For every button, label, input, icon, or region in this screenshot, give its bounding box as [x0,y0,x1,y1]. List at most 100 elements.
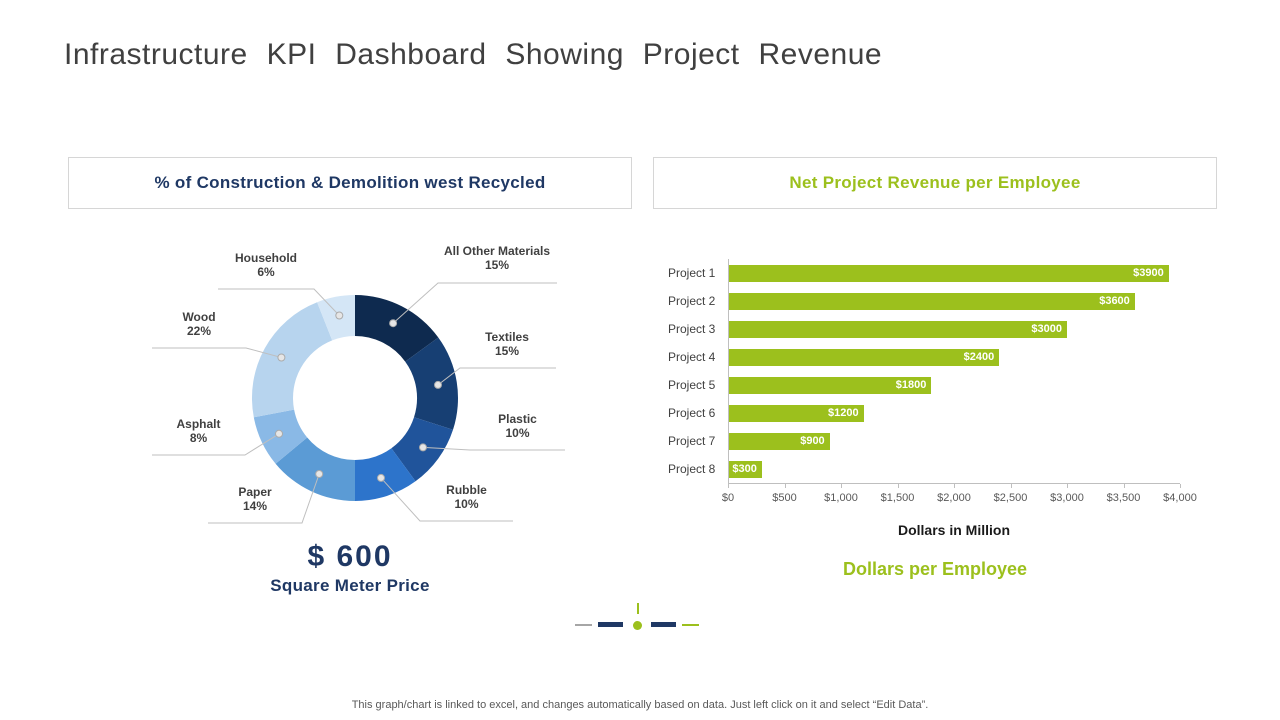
donut-label-all-other-materials: All Other Materials 15% [432,244,562,272]
bar-value-label: $3000 [1031,323,1062,335]
donut-connector-dot [335,311,344,320]
bar-value-label: $300 [732,463,757,475]
bar: $3600 [728,292,1135,310]
divider-tick-icon [637,603,639,614]
donut-leader-line [392,282,557,324]
axis-tick [1010,484,1012,488]
axis-tick [784,484,786,488]
bar-category-label: Project 5 [668,378,716,392]
donut-label-text: Asphalt [176,417,221,431]
donut-leader-line [152,433,280,456]
donut-leader-line [152,347,282,358]
donut-connector-dot [419,443,427,452]
divider-gray-dash-icon [575,624,592,626]
axis-tick-label: $2,000 [937,492,971,504]
axis-tick [1123,484,1125,488]
donut-segment-wood [251,302,333,418]
bar-category-label: Project 4 [668,350,716,364]
bar-y-axis-line [728,259,729,483]
donut-leader-line [218,288,340,316]
donut-leader-line [380,477,513,522]
donut-label-paper: Paper 14% [208,485,302,513]
divider-navy-dash-icon [598,622,623,627]
donut-label-pct: 6% [257,265,275,279]
bar-track: $3900 [728,264,1180,282]
bar-track: $300 [728,460,1180,478]
donut-chart: All Other Materials 15% Textiles 15% Pla… [68,240,632,600]
bar-category-label: Project 6 [668,406,716,420]
axis-tick [1180,484,1181,488]
bar: $1200 [728,404,864,422]
donut-label-rubble: Rubble 10% [420,483,513,511]
donut-label-text: Wood [182,310,216,324]
axis-tick [954,484,955,488]
bar-track: $1200 [728,404,1180,422]
divider-green-dash-icon [682,624,699,626]
donut-label-text: Textiles [485,330,529,344]
bar-row: Project 3 $3000 [660,315,1212,343]
donut-label-text: All Other Materials [443,244,551,258]
axis-tick-label: $1,500 [880,492,915,504]
divider-navy-dash-icon [651,622,676,627]
bar-category-label: Project 2 [668,294,716,308]
bar: $300 [728,460,762,478]
donut-label-pct: 22% [186,324,212,338]
bar-value-label: $1800 [895,379,927,391]
bar-category-label: Project 7 [668,434,716,448]
donut-connector-dot [434,380,442,389]
bar-row: Project 4 $2400 [660,343,1212,371]
divider-dot-icon [633,621,642,630]
donut-leader-line [422,446,565,451]
donut-segment-all-other-materials [355,295,439,362]
bar-track: $3000 [728,320,1180,338]
donut-leader-line [208,473,320,524]
donut-label-text: Rubble [446,483,487,497]
bar-track: $2400 [728,348,1180,366]
donut-connector-dot [277,353,286,362]
square-meter-price: $ 600 Square Meter Price [68,540,632,596]
bar-value-label: $3600 [1099,295,1130,307]
donut-label-text: Plastic [498,412,537,426]
donut-leader-line [437,367,556,386]
donut-label-household: Household 6% [218,251,314,279]
bar-rows: Project 1 $3900 Project 2 $3600 Project 3 $30… [660,259,1212,483]
donut-label-pct: 15% [484,258,510,272]
donut-label-pct: 8% [189,431,208,445]
donut-connector-dot [315,470,324,478]
bar-value-label: $2400 [963,351,995,363]
donut-segment-textiles [405,337,459,430]
bar-category-label: Project 1 [668,266,716,280]
bar-chart-header: Net Project Revenue per Employee [653,157,1217,209]
donut-label-text: Household [235,251,297,265]
bar-x-axis: $0 $500 $1,000 $1,500 $2,000 $2,500 $3,000 $3,5… [722,483,1197,507]
bar: $900 [728,432,830,450]
donut-connector-dot [377,473,385,482]
axis-tick [841,484,842,488]
bar-row: Project 5 $1800 [660,371,1212,399]
donut-connector-dot [389,319,398,328]
bar-row: Project 6 $1200 [660,399,1212,427]
bar-row: Project 7 $900 [660,427,1212,455]
bar-track: $1800 [728,376,1180,394]
axis-tick [1067,484,1068,488]
bar-axis-title: Dollars in Million [897,522,1010,538]
square-meter-price-value: $ 600 [307,540,393,573]
bar: $2400 [728,348,1000,366]
donut-label-pct: 14% [242,499,268,513]
donut-label-pct: 10% [505,426,530,440]
bar-track: $3600 [728,292,1180,310]
axis-tick-label: $0 [721,492,735,504]
axis-tick-label: $3,500 [1106,492,1141,504]
bar-value-label: $1200 [828,407,859,419]
bar-row: Project 8 $300 [660,455,1212,483]
donut-label-pct: 10% [454,497,479,511]
bar-category-label: Project 8 [668,462,716,476]
bar-row: Project 1 $3900 [660,259,1212,287]
donut-connector-dot [275,429,283,438]
donut-svg [152,282,565,524]
bar-category-label: Project 3 [668,322,716,336]
bar-row: Project 2 $3600 [660,287,1212,315]
donut-label-wood: Wood 22% [152,310,246,338]
donut-chart-header: % of Construction & Demolition west Recy… [68,157,632,209]
